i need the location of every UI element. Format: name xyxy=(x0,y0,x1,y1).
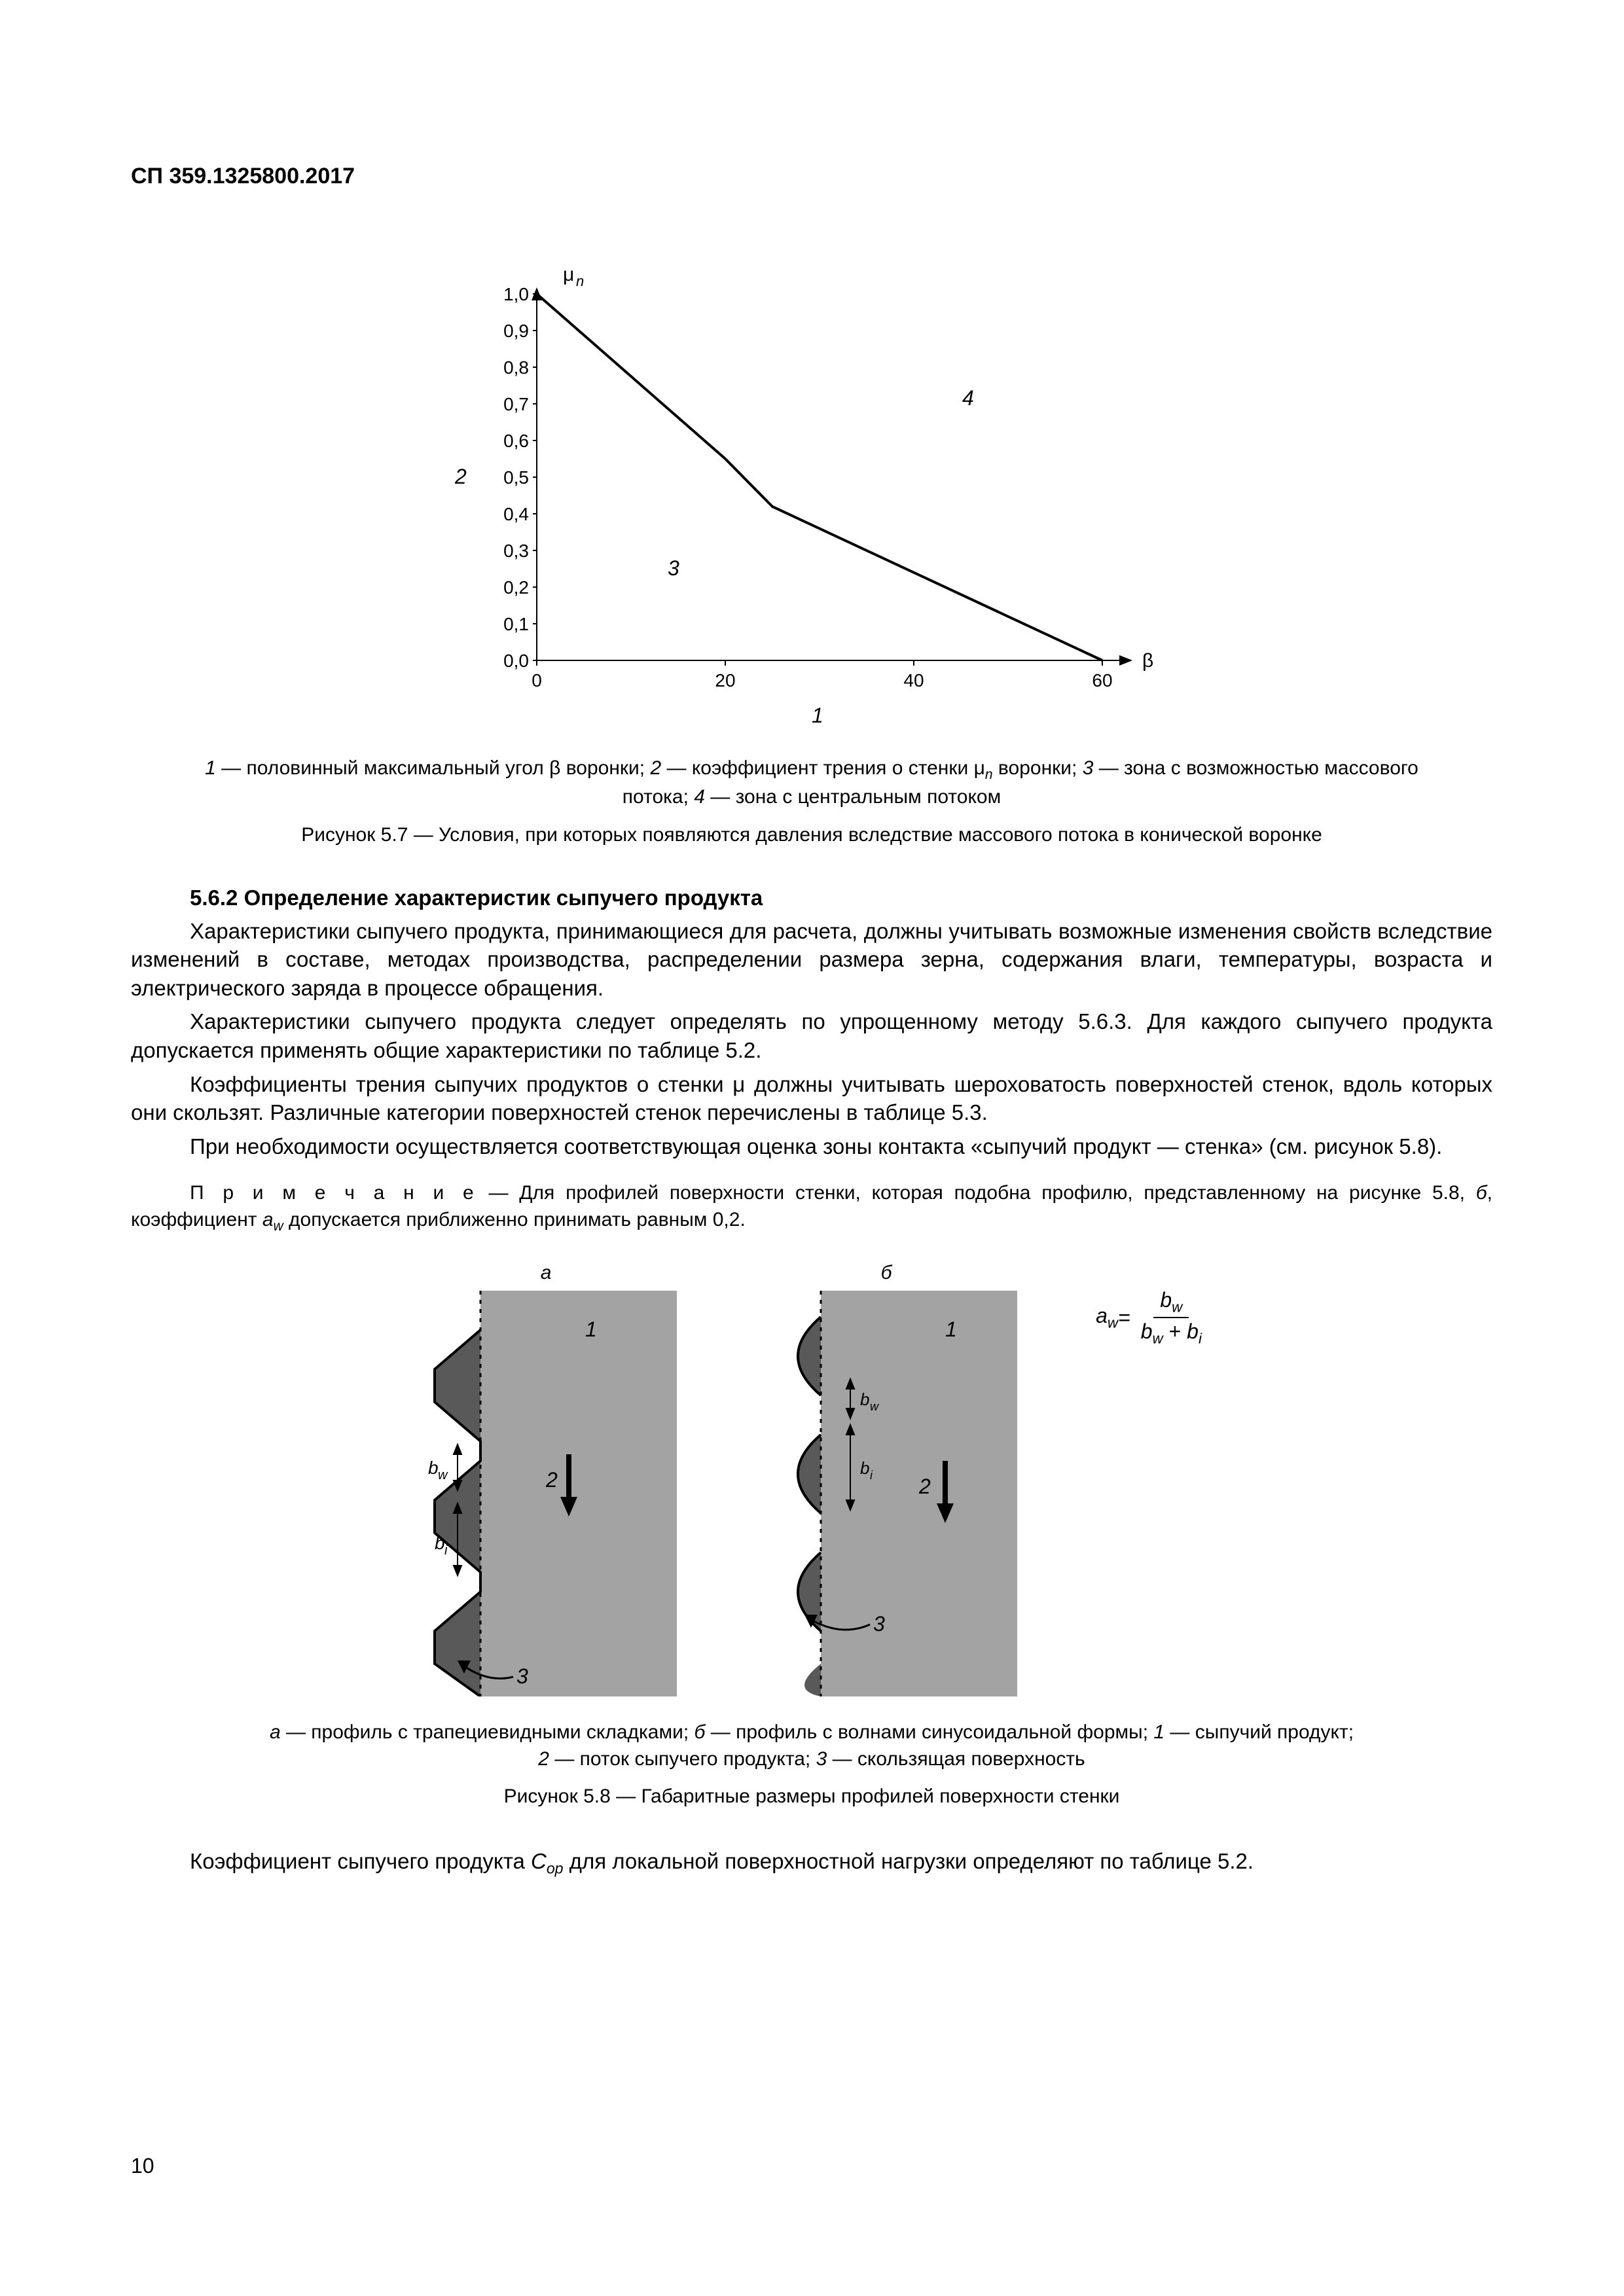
svg-text:0,5: 0,5 xyxy=(503,467,529,488)
svg-text:b: b xyxy=(435,1533,445,1553)
svg-text:0,7: 0,7 xyxy=(503,394,529,414)
svg-text:0,4: 0,4 xyxy=(503,504,529,524)
p3: Коэффициенты трения сыпучих продуктов о … xyxy=(131,1070,1492,1127)
figure-5-8: а bw xyxy=(131,1262,1492,1700)
svg-text:0: 0 xyxy=(532,670,542,691)
svg-text:1,0: 1,0 xyxy=(503,284,529,304)
fig57-xticks: 0 20 40 60 xyxy=(532,660,1112,691)
fig57-annot-2: 2 xyxy=(454,465,467,488)
svg-text:0,2: 0,2 xyxy=(503,577,529,598)
svg-text:0,3: 0,3 xyxy=(503,541,529,561)
p4: При необходимости осуществляется соответ… xyxy=(131,1132,1492,1161)
svg-text:b: b xyxy=(428,1458,439,1478)
fig57-annot-1: 1 xyxy=(812,704,823,726)
svg-text:0,9: 0,9 xyxy=(503,321,529,341)
svg-text:i: i xyxy=(444,1543,448,1558)
svg-text:3: 3 xyxy=(516,1664,528,1688)
svg-text:0,1: 0,1 xyxy=(503,614,529,634)
svg-text:40: 40 xyxy=(903,670,924,691)
svg-text:3: 3 xyxy=(873,1612,885,1636)
fig57-annot-4: 4 xyxy=(962,386,974,410)
fig58-caption: Рисунок 5.8 — Габаритные размеры профиле… xyxy=(131,1785,1492,1808)
tail-paragraph: Коэффициент сыпучего продукта Cop для ло… xyxy=(131,1847,1492,1878)
fig58-svg-a: bw bi 1 2 3 xyxy=(415,1291,677,1696)
fig58-panel-b: б bw xyxy=(755,1262,1017,1700)
fig58-panel-a: а bw xyxy=(415,1262,677,1700)
fig57-caption: Рисунок 5.7 — Условия, при которых появл… xyxy=(131,824,1492,846)
svg-text:w: w xyxy=(438,1468,448,1482)
section-5-6-2-body: Характеристики сыпучего продукта, приним… xyxy=(131,917,1492,1160)
fig58-formula: aw = bw bw + bi xyxy=(1096,1288,1208,1348)
fig57-xlabel: β xyxy=(1142,650,1153,672)
svg-text:0,8: 0,8 xyxy=(503,357,529,378)
fig58-svg-b: bw bi 1 2 3 xyxy=(755,1291,1017,1696)
fig57-annot-3: 3 xyxy=(668,556,679,580)
p2: Характеристики сыпучего продукта следует… xyxy=(131,1007,1492,1064)
fig57-yticks: 0,0 0,1 0,2 0,3 0,4 0,5 0,6 0,7 0,8 0,9 … xyxy=(503,284,537,671)
note: П р и м е ч а н и е — Для профилей повер… xyxy=(131,1180,1492,1236)
doc-code: СП 359.1325800.2017 xyxy=(131,164,1492,189)
fig58-label-a: а xyxy=(415,1262,677,1284)
svg-text:0,0: 0,0 xyxy=(503,651,529,671)
svg-text:1: 1 xyxy=(585,1318,597,1341)
svg-text:b: b xyxy=(860,1458,869,1478)
fig57-ylabel: μ xyxy=(563,264,574,285)
svg-text:2: 2 xyxy=(545,1468,558,1492)
p1: Характеристики сыпучего продукта, приним… xyxy=(131,917,1492,1003)
svg-text:2: 2 xyxy=(918,1475,931,1498)
svg-text:1: 1 xyxy=(945,1318,957,1341)
fig57-curve xyxy=(537,294,1102,660)
fig58-label-b: б xyxy=(755,1262,1017,1284)
svg-text:w: w xyxy=(870,1400,879,1413)
page-number: 10 xyxy=(131,2154,154,2178)
fig58-legend: а — профиль с трапециевидными складками;… xyxy=(183,1719,1440,1772)
svg-text:b: b xyxy=(860,1390,869,1409)
svg-text:0,6: 0,6 xyxy=(503,431,529,451)
svg-text:20: 20 xyxy=(715,670,735,691)
fig57-legend: 1 — половинный максимальный угол β ворон… xyxy=(183,755,1440,811)
figure-5-7: μ n 0,0 0,1 0,2 0,3 0,4 0,5 0,6 0,7 0,8 … xyxy=(131,255,1492,729)
svg-text:60: 60 xyxy=(1092,670,1112,691)
fig57-chart: μ n 0,0 0,1 0,2 0,3 0,4 0,5 0,6 0,7 0,8 … xyxy=(419,255,1204,726)
section-5-6-2-title: 5.6.2 Определение характеристик сыпучего… xyxy=(131,886,1492,910)
fig57-ylabel-sub: n xyxy=(576,273,584,289)
